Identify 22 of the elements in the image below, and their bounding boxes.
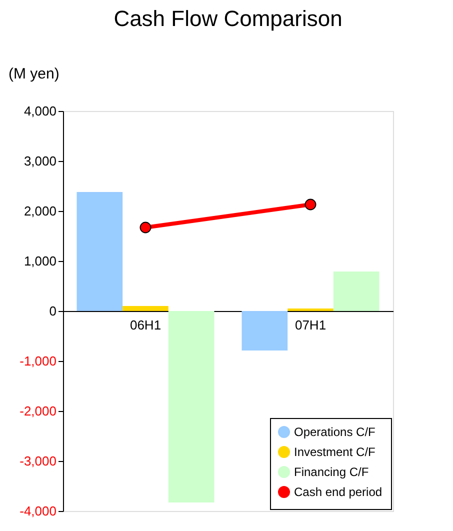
x-tick-label: 06H1 <box>130 318 162 332</box>
x-tick-label: 07H1 <box>294 318 326 332</box>
y-tick-label: -1,000 <box>20 354 56 368</box>
y-tick-label: 1,000 <box>24 254 56 268</box>
bar <box>122 306 168 311</box>
legend-label: Financing C/F <box>294 465 369 479</box>
y-tick-label: 4,000 <box>24 104 56 118</box>
chart-title: Cash Flow Comparison <box>114 6 342 31</box>
legend-label: Operations C/F <box>294 425 376 439</box>
y-axis-title: (M yen) <box>8 66 60 82</box>
bar <box>168 311 214 502</box>
bar <box>76 192 123 311</box>
y-tick-label: -2,000 <box>20 404 56 418</box>
y-tick-label: 3,000 <box>24 154 56 168</box>
y-tick-label: -3,000 <box>20 454 56 468</box>
legend-label: Investment C/F <box>294 445 376 459</box>
bar <box>242 311 288 350</box>
y-tick-label: 2,000 <box>24 204 56 218</box>
y-tick-label: 0 <box>49 304 56 318</box>
bar <box>333 272 380 311</box>
y-tick-label: -4,000 <box>20 504 56 518</box>
legend-label: Cash end period <box>294 485 382 499</box>
